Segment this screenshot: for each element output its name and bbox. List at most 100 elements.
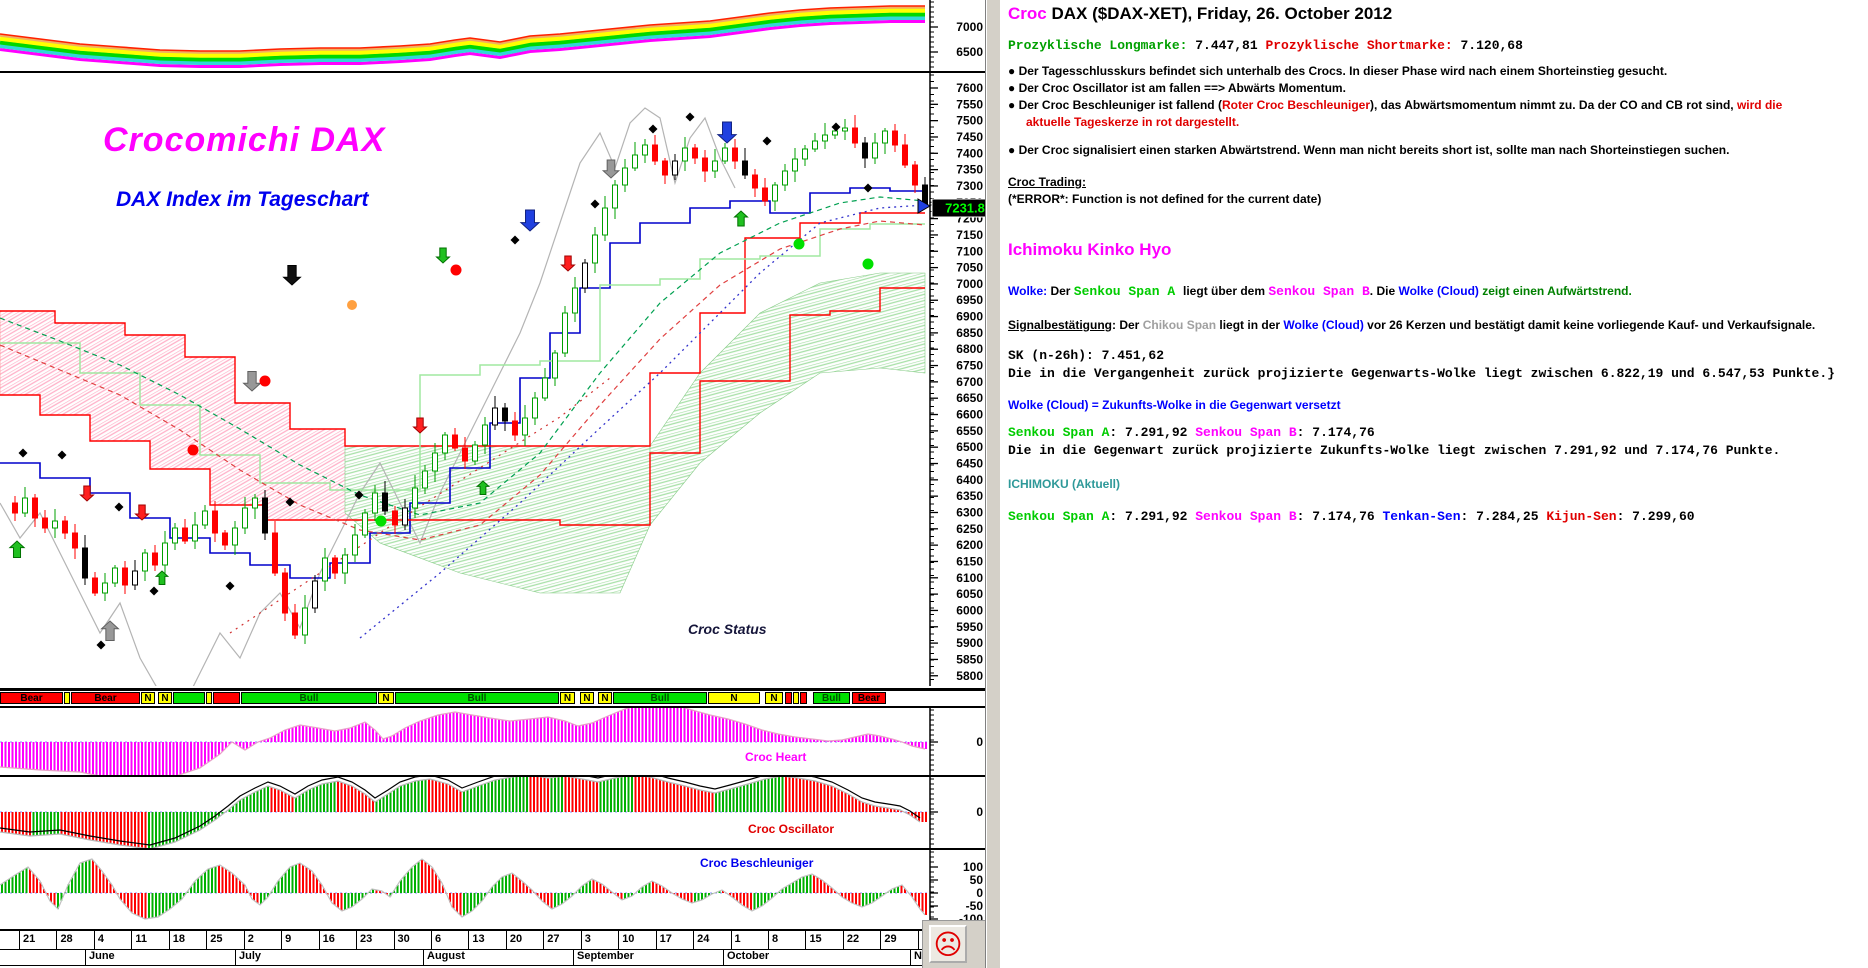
- svg-text:6300: 6300: [956, 505, 983, 519]
- panel-text-segment: . Die: [1369, 284, 1399, 298]
- month-tick: [910, 949, 911, 965]
- svg-text:7050: 7050: [956, 261, 983, 275]
- panel-text-segment: : 7.284,25: [1460, 509, 1547, 524]
- month-tick: [573, 949, 574, 965]
- status-segment: [206, 692, 212, 704]
- status-segment: [173, 692, 205, 704]
- panel-text-segment: liegt in der: [1216, 318, 1284, 332]
- panel-text-segment: Wolke:: [1008, 284, 1051, 298]
- status-segment-n: N: [560, 692, 575, 704]
- croc-heart-panel[interactable]: 0 Croc Heart: [0, 708, 1000, 777]
- panel-text-segment: vor 26 Kerzen und bestätigt damit keine …: [1363, 318, 1816, 332]
- panel-text-segment: Die in die Vergangenheit zurück projizie…: [1008, 366, 1835, 381]
- svg-text:6650: 6650: [956, 391, 983, 405]
- last-price-marker: [917, 198, 931, 214]
- month-label: July: [239, 950, 262, 962]
- svg-text:7400: 7400: [956, 146, 983, 160]
- day-tick: [131, 931, 133, 949]
- heart-svg-envelope: [0, 708, 926, 775]
- day-tick: [281, 931, 283, 949]
- signal-markers: [8, 112, 931, 650]
- day-label: 24: [697, 933, 710, 945]
- status-corner: ☹: [922, 920, 987, 968]
- day-label: 16: [322, 933, 335, 945]
- svg-text:6500: 6500: [956, 440, 983, 454]
- status-segment: [213, 692, 240, 704]
- svg-text:7150: 7150: [956, 228, 983, 242]
- day-tick: [505, 931, 507, 949]
- svg-text:7450: 7450: [956, 130, 983, 144]
- ribbon-canvas[interactable]: 7000 6500: [0, 0, 1000, 71]
- day-tick: [168, 931, 170, 949]
- svg-text:6900: 6900: [956, 310, 983, 324]
- indicator-lines: [0, 107, 926, 686]
- panel-text-line: Senkou Span A: 7.291,92 Senkou Span B: 7…: [1008, 507, 1695, 525]
- day-label: 27: [547, 933, 560, 945]
- day-tick: [19, 931, 20, 949]
- panel-text-segment: Croc Trading:: [1008, 175, 1087, 189]
- panel-text-line: Croc DAX ($DAX-XET), Friday, 26. October…: [1008, 4, 1392, 24]
- croc-beschleuniger-panel[interactable]: 100 50 0 -50 -100 Croc Beschleuniger: [0, 850, 1000, 930]
- day-label: 4: [97, 933, 105, 945]
- panel-text-line: aktuelle Tageskerze in rot dargestellt.: [1026, 113, 1239, 131]
- month-tick: [235, 949, 236, 965]
- croc-heart-canvas[interactable]: 0: [0, 708, 1000, 775]
- main-price-chart[interactable]: 7600755075007450740073507300725072007150…: [0, 73, 1000, 691]
- panel-text-segment: DAX ($DAX-XET), Friday, 26. October 2012: [1051, 4, 1393, 23]
- croc-status-strip: Bear Bear N N Bull N Bull N N N Bull N N Bull Bear: [0, 691, 1000, 708]
- panel-text-segment: 7.447,81: [1195, 38, 1258, 53]
- price-chart-canvas[interactable]: 7600755075007450740073507300725072007150…: [0, 73, 1000, 686]
- panel-text-segment: : 7.291,92: [1109, 509, 1196, 524]
- panel-text-segment: : 7.174,76: [1296, 509, 1383, 524]
- day-label: 17: [659, 933, 672, 945]
- svg-text:6700: 6700: [956, 375, 983, 389]
- status-segment-n: N: [765, 692, 783, 704]
- day-label: 6: [434, 933, 442, 945]
- panel-text-line: ● Der Tagesschlusskurs befindet sich unt…: [1008, 62, 1667, 80]
- croc-oscillator-panel[interactable]: 0 Croc Oscillator: [0, 777, 1000, 850]
- day-tick: [543, 931, 545, 949]
- panel-text-segment: ● Der Tagesschlusskurs befindet sich unt…: [1008, 64, 1668, 78]
- frown-face-button[interactable]: ☹: [929, 925, 967, 963]
- day-label: 1: [734, 933, 741, 945]
- panel-text-line: Die in die Gegenwart zurück projizierte …: [1008, 441, 1780, 459]
- panel-text-segment: Roter Croc Beschleuniger: [1221, 98, 1371, 112]
- day-label: 15: [809, 933, 822, 945]
- day-label: 23: [360, 933, 373, 945]
- day-label: 3: [584, 933, 591, 945]
- mini-ribbon-chart[interactable]: 7000 6500: [0, 0, 1000, 73]
- svg-text:6100: 6100: [956, 571, 983, 585]
- ichimoku-clouds: [0, 272, 926, 594]
- osc-svg-bars: [1, 777, 927, 848]
- svg-text:6400: 6400: [956, 473, 983, 487]
- besch-svg-envelope: [0, 858, 926, 920]
- svg-text:5800: 5800: [956, 669, 983, 683]
- day-label: 13: [472, 933, 485, 945]
- svg-text:5950: 5950: [956, 620, 983, 634]
- panel-text-line: SK (n-26h): 7.451,62: [1008, 346, 1164, 364]
- day-tick: [730, 931, 732, 949]
- svg-text:7300: 7300: [956, 179, 983, 193]
- status-segment-bull: Bull: [395, 692, 559, 704]
- chart-title: Crocomichi DAX: [103, 121, 386, 159]
- croc-beschleuniger-label: Croc Beschleuniger: [700, 856, 814, 870]
- status-segment-bull: Bull: [813, 692, 850, 704]
- svg-text:100: 100: [963, 860, 983, 874]
- status-segment-bull: Bull: [241, 692, 377, 704]
- day-label: 28: [60, 933, 73, 945]
- day-tick: [880, 931, 882, 949]
- month-axis-row: JuneJulyAugustSeptemberOctoberNo: [0, 949, 985, 966]
- status-segment-n: N: [378, 692, 394, 704]
- svg-text:6000: 6000: [956, 603, 983, 617]
- svg-text:50: 50: [970, 873, 984, 887]
- month-label: August: [427, 950, 465, 962]
- day-label: 10: [622, 933, 635, 945]
- svg-text:0: 0: [976, 735, 983, 749]
- panel-text-segment: Wolke (Cloud): [1283, 318, 1364, 332]
- month-tick: [85, 949, 86, 965]
- croc-oscillator-canvas[interactable]: 0: [0, 777, 1000, 848]
- panel-text-line: Wolke: Der Senkou Span A liegt über dem …: [1008, 282, 1632, 300]
- day-label: 20: [509, 933, 523, 945]
- svg-text:6250: 6250: [956, 522, 983, 536]
